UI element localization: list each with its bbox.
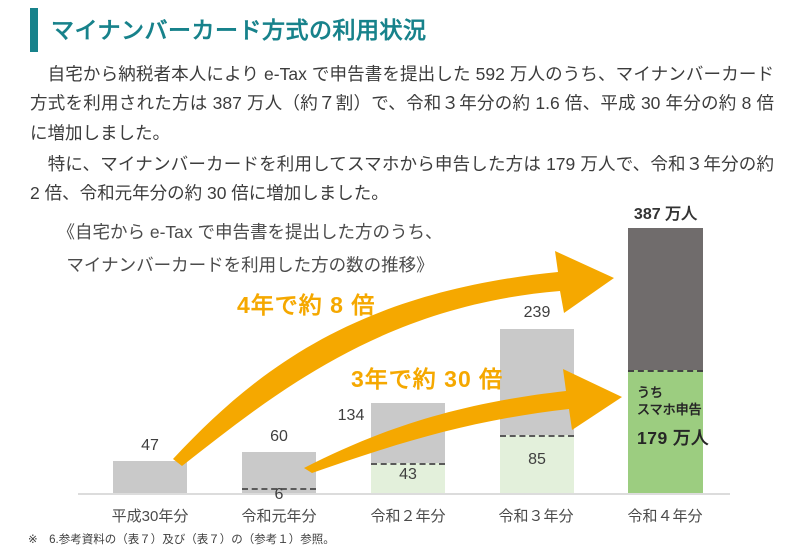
smart-value-r3: 85 [528,451,546,468]
value-r1: 60 [270,428,288,445]
smart-caption-line1: うち [637,385,664,400]
smart-value-r2: 43 [399,466,417,483]
smart-value-r1: 6 [274,486,284,503]
bar-r4-other [628,228,703,370]
xlabel-h30: 平成30年分 [111,508,189,525]
annotation-8x: 4年で約 8 倍 [237,292,376,318]
bar-r4-smart [628,370,703,493]
paragraph-etax-usage: 自宅から納税者本人により e-Tax で申告書を提出した 592 万人のうち、マ… [30,64,774,143]
smartphone-callout: うち スマホ申告 179 万人 [637,385,709,450]
xlabel-r2: 令和２年分 [370,508,446,525]
bar-r3-other [500,329,574,435]
xlabel-r4: 令和４年分 [627,508,703,525]
bar-r2-other [371,403,445,463]
page-title: マイナンバーカード方式の利用状況 [51,17,427,43]
value-r4-total: 387 万人 [633,206,698,223]
paragraph-smartphone-usage: 特に、マイナンバーカードを利用してスマホから申告した方は 179 万人で、令和３… [30,154,774,204]
xlabel-r1: 令和元年分 [241,508,317,525]
bar-h30 [113,461,187,493]
footnote: ※ 6.参考資料の（表７）及び（表７）の（参考１）参照。 [28,534,335,546]
xlabel-r3: 令和３年分 [498,508,574,525]
chart-title-line1: 《自宅から e-Tax で申告書を提出した方のうち、 [57,222,443,242]
title-accent-bar [30,8,38,52]
bar-r1-smart-divider [242,488,316,490]
value-h30: 47 [141,437,159,454]
smart-value-r4: 179 万人 [637,427,710,448]
header: マイナンバーカード方式の利用状況 [30,8,427,52]
value-r3: 239 [523,304,551,321]
chart-title-line2: マイナンバーカードを利用した方の数の推移》 [66,255,434,276]
value-r2: 134 [337,407,365,424]
chart-title: 《自宅から e-Tax で申告書を提出した方のうち、 マイナンバーカードを利用し… [38,216,462,283]
smart-caption-line2: スマホ申告 [637,401,702,417]
x-axis-line [78,493,730,495]
annotation-30x: 3年で約 30 倍 [351,366,504,392]
